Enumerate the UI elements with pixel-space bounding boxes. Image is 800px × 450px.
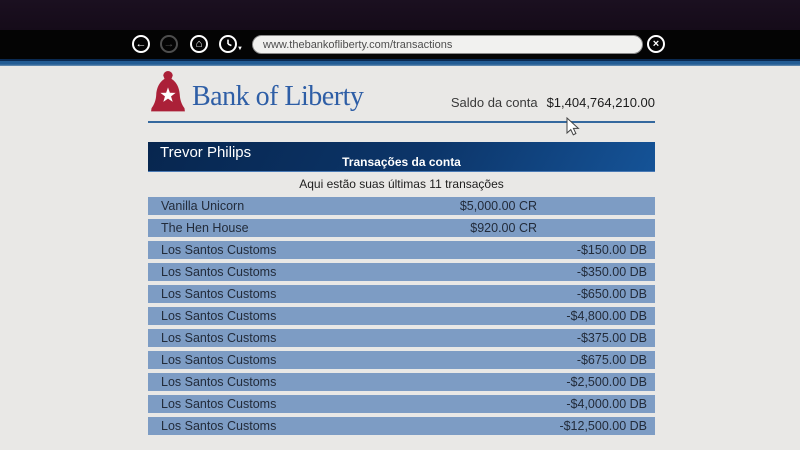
transaction-amount: -$650.00 DB <box>576 287 647 301</box>
table-row[interactable]: The Hen House $920.00 CR <box>148 219 655 237</box>
transaction-name: Los Santos Customs <box>161 243 277 257</box>
transaction-amount: -$4,800.00 DB <box>566 309 647 323</box>
transaction-name: Los Santos Customs <box>161 375 277 389</box>
transaction-name: The Hen House <box>161 221 249 235</box>
table-row[interactable]: Los Santos Customs -$375.00 DB <box>148 329 655 347</box>
transaction-name: Los Santos Customs <box>161 353 277 367</box>
table-row[interactable]: Los Santos Customs -$4,000.00 DB <box>148 395 655 413</box>
transaction-amount: -$150.00 DB <box>576 243 647 257</box>
address-bar[interactable]: www.thebankofliberty.com/transactions <box>252 35 643 54</box>
transaction-name: Los Santos Customs <box>161 287 277 301</box>
transactions-title: Transações da conta <box>342 155 461 169</box>
home-icon[interactable]: ⌂ <box>190 35 208 53</box>
liberty-bell-logo <box>151 70 185 112</box>
table-row[interactable]: Los Santos Customs -$150.00 DB <box>148 241 655 259</box>
table-row[interactable]: Los Santos Customs -$2,500.00 DB <box>148 373 655 391</box>
table-row[interactable]: Los Santos Customs -$12,500.00 DB <box>148 417 655 435</box>
history-caret-icon[interactable]: ▼ <box>237 46 243 52</box>
page-top-stripe <box>0 59 800 66</box>
transaction-name: Los Santos Customs <box>161 309 277 323</box>
browser-toolbar: ← → ⌂ ▼ www.thebankofliberty.com/transac… <box>0 30 800 59</box>
forward-icon: → <box>160 35 178 53</box>
transaction-amount: $5,000.00 CR <box>459 199 537 213</box>
header-divider <box>148 121 655 123</box>
account-header-band: Trevor Philips Transações da conta <box>148 142 655 172</box>
table-row[interactable]: Los Santos Customs -$650.00 DB <box>148 285 655 303</box>
transaction-amount: -$675.00 DB <box>576 353 647 367</box>
close-icon[interactable]: × <box>647 35 665 53</box>
transactions-subtitle: Aqui estão suas últimas 11 transações <box>299 177 504 191</box>
table-row[interactable]: Los Santos Customs -$4,800.00 DB <box>148 307 655 325</box>
transaction-amount: -$12,500.00 DB <box>559 419 647 433</box>
transaction-name: Los Santos Customs <box>161 397 277 411</box>
transactions-table: Vanilla Unicorn $5,000.00 CR The Hen Hou… <box>148 197 655 435</box>
transaction-name: Los Santos Customs <box>161 419 277 433</box>
balance-label: Saldo da conta <box>450 95 538 110</box>
url-text: www.thebankofliberty.com/transactions <box>263 38 453 51</box>
account-balance: Saldo da conta $1,404,764,210.00 <box>451 95 655 110</box>
balance-value: $1,404,764,210.00 <box>546 95 655 110</box>
account-holder-name: Trevor Philips <box>160 144 252 161</box>
back-icon[interactable]: ← <box>132 35 150 53</box>
transaction-amount: $920.00 CR <box>470 221 537 235</box>
mouse-cursor <box>566 117 580 136</box>
transaction-amount: -$350.00 DB <box>576 265 647 279</box>
transaction-name: Vanilla Unicorn <box>161 199 245 213</box>
transaction-amount: -$375.00 DB <box>576 331 647 345</box>
page-content: Bank of Liberty Saldo da conta $1,404,764… <box>148 66 655 450</box>
letterbox-top <box>0 0 800 30</box>
bank-page: Bank of Liberty Saldo da conta $1,404,764… <box>0 66 800 450</box>
table-row[interactable]: Vanilla Unicorn $5,000.00 CR <box>148 197 655 215</box>
transaction-name: Los Santos Customs <box>161 331 277 345</box>
bank-name: Bank of Liberty <box>192 81 364 112</box>
history-icon[interactable] <box>219 35 237 53</box>
table-row[interactable]: Los Santos Customs -$350.00 DB <box>148 263 655 281</box>
table-row[interactable]: Los Santos Customs -$675.00 DB <box>148 351 655 369</box>
transaction-amount: -$4,000.00 DB <box>566 397 647 411</box>
transaction-name: Los Santos Customs <box>161 265 277 279</box>
transaction-amount: -$2,500.00 DB <box>566 375 647 389</box>
